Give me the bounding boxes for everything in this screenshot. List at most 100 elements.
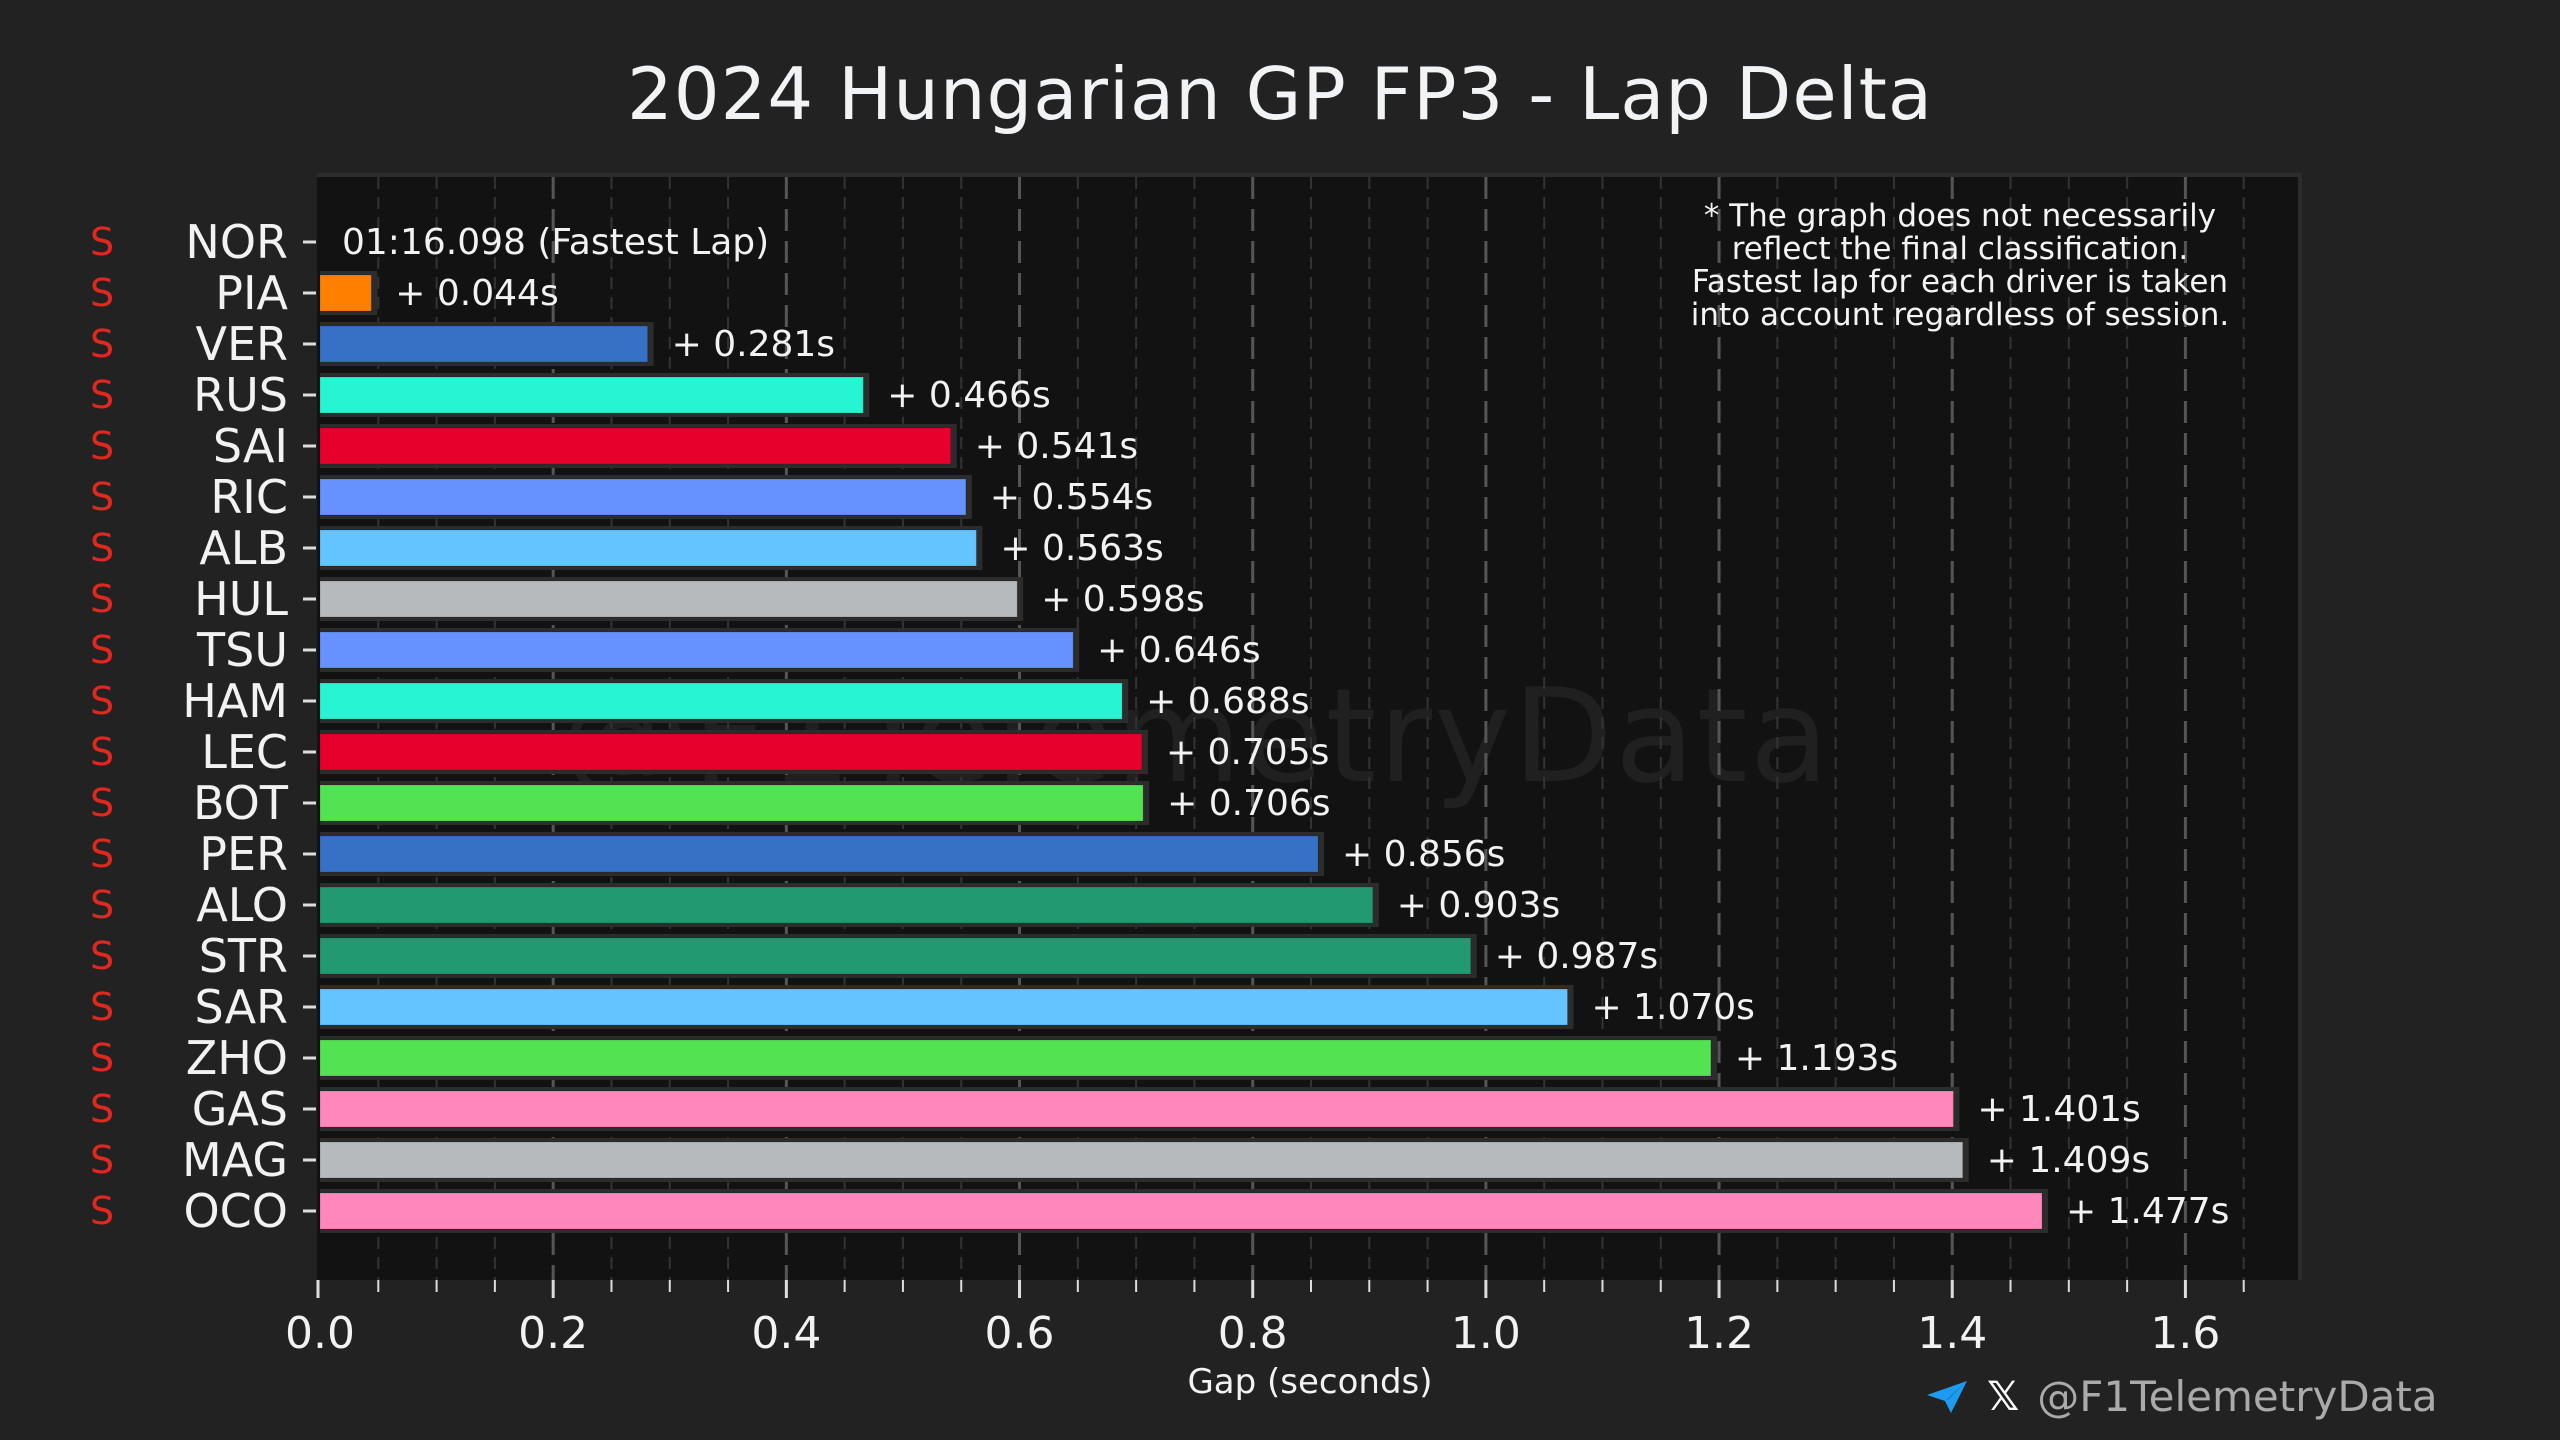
fastest-lap-label: 01:16.098 (Fastest Lap) [342, 222, 769, 263]
gap-data-label: + 0.856s [1342, 834, 1505, 875]
driver-label: ALB [199, 521, 288, 575]
gap-data-label: + 0.044s [395, 273, 558, 314]
x-tick-label: 1.4 [1917, 1308, 1987, 1359]
driver-label: VER [196, 317, 289, 371]
driver-label: HAM [182, 674, 288, 728]
gap-data-label: + 0.706s [1167, 783, 1330, 824]
x-tick-label: 0.4 [751, 1308, 821, 1359]
gap-data-label: + 1.070s [1591, 987, 1754, 1028]
disclaimer-note: * The graph does not necessarily reflect… [1620, 200, 2300, 332]
bar-sar [319, 988, 1568, 1026]
tyre-compound-label: S [90, 985, 114, 1029]
driver-label: BOT [193, 776, 289, 830]
x-tick-label: 0.6 [985, 1308, 1055, 1359]
driver-label: STR [199, 929, 288, 983]
x-tick-label: 0.8 [1218, 1308, 1288, 1359]
telegram-icon [1927, 1380, 1967, 1413]
bar-lec [319, 733, 1143, 771]
bar-mag [319, 1141, 1964, 1179]
gap-data-label: + 0.987s [1495, 936, 1658, 977]
driver-label: MAG [182, 1133, 288, 1187]
bar-alo [319, 886, 1374, 924]
tyre-compound-label: S [90, 832, 114, 876]
tyre-compound-label: S [90, 628, 114, 672]
driver-label: NOR [185, 215, 288, 269]
bar-per [319, 835, 1319, 873]
bar-str [319, 937, 1472, 975]
bar-sai [319, 427, 952, 465]
note-line: reflect the final classification. [1731, 231, 2189, 267]
x-tick-label: 0.2 [518, 1308, 588, 1359]
bar-oco [319, 1192, 2043, 1230]
gap-data-label: + 1.477s [2066, 1191, 2229, 1232]
gap-data-label: + 0.554s [990, 477, 1153, 518]
driver-label: OCO [183, 1184, 288, 1238]
gap-data-label: + 0.563s [1000, 528, 1163, 569]
tyre-compound-label: S [90, 1087, 114, 1131]
note-line: * The graph does not necessarily [1703, 198, 2217, 234]
gap-data-label: + 1.401s [1977, 1089, 2140, 1130]
tyre-compound-label: S [90, 220, 114, 264]
tyre-compound-label: S [90, 526, 114, 570]
driver-label: HUL [194, 572, 288, 626]
gap-data-label: + 0.705s [1166, 732, 1329, 773]
gap-data-label: + 0.281s [672, 324, 835, 365]
gap-data-label: + 0.598s [1041, 579, 1204, 620]
bar-tsu [319, 631, 1074, 669]
bar-pia [319, 274, 372, 312]
x-tick-label: 1.2 [1684, 1308, 1754, 1359]
driver-label: ZHO [186, 1031, 288, 1085]
bar-zho [319, 1039, 1712, 1077]
tyre-compound-label: S [90, 271, 114, 315]
social-footer: 𝕏 @F1TelemetryData [1925, 1372, 2438, 1421]
bar-ham [319, 682, 1123, 720]
x-tick-label: 1.6 [2150, 1308, 2220, 1359]
tyre-compound-label: S [90, 577, 114, 621]
gap-data-label: + 0.688s [1146, 681, 1309, 722]
tyre-compound-label: S [90, 373, 114, 417]
tyre-compound-label: S [90, 1189, 114, 1233]
gap-data-label: + 0.903s [1397, 885, 1560, 926]
tyre-compound-label: S [90, 475, 114, 519]
gap-data-label: + 0.466s [887, 375, 1050, 416]
x-tick-label: 0.0 [285, 1308, 355, 1359]
tyre-compound-label: S [90, 883, 114, 927]
note-line: into account regardless of session. [1690, 297, 2230, 333]
gap-data-label: + 0.541s [975, 426, 1138, 467]
gap-data-label: + 1.409s [1987, 1140, 2150, 1181]
driver-label: PER [199, 827, 288, 881]
tyre-compound-label: S [90, 322, 114, 366]
driver-label: SAI [213, 419, 288, 473]
bar-bot [319, 784, 1144, 822]
gap-data-label: + 0.646s [1097, 630, 1260, 671]
bar-ver [319, 325, 649, 363]
x-tick-label: 1.0 [1451, 1308, 1521, 1359]
x-logo-icon: 𝕏 [1987, 1373, 2020, 1420]
tyre-compound-label: S [90, 1138, 114, 1182]
tyre-compound-label: S [90, 781, 114, 825]
tyre-compound-label: S [90, 1036, 114, 1080]
chart-title: 2024 Hungarian GP FP3 - Lap Delta [626, 52, 1933, 136]
driver-label: LEC [201, 725, 288, 779]
tyre-compound-label: S [90, 730, 114, 774]
driver-label: TSU [196, 623, 288, 677]
bar-alb [319, 529, 977, 567]
driver-label: RIC [210, 470, 288, 524]
driver-label: GAS [192, 1082, 288, 1136]
social-handle: @F1TelemetryData [2037, 1372, 2438, 1421]
tyre-compound-label: S [90, 424, 114, 468]
gap-data-label: + 1.193s [1735, 1038, 1898, 1079]
bar-ric [319, 478, 967, 516]
driver-label: RUS [193, 368, 288, 422]
x-axis-label: Gap (seconds) [1187, 1362, 1433, 1402]
bar-hul [319, 580, 1018, 618]
tyre-compound-label: S [90, 934, 114, 978]
note-line: Fastest lap for each driver is taken [1691, 264, 2229, 300]
tyre-compound-label: S [90, 679, 114, 723]
bar-rus [319, 376, 864, 414]
driver-label: PIA [215, 266, 288, 320]
bar-gas [319, 1090, 1954, 1128]
driver-label: ALO [196, 878, 288, 932]
driver-label: SAR [195, 980, 288, 1034]
